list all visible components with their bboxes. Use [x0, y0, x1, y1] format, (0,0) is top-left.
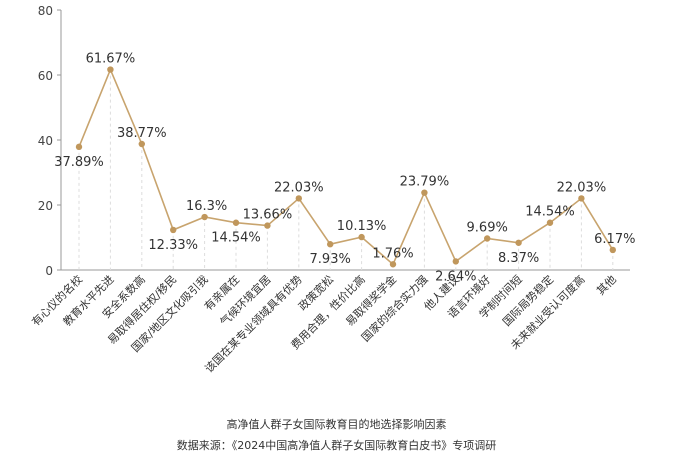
- data-point: [358, 233, 365, 241]
- data-point: [546, 219, 554, 226]
- data-point: [295, 195, 302, 202]
- data-point: [170, 226, 177, 234]
- data-point: [578, 195, 585, 202]
- data-label: 23.79%: [400, 175, 450, 190]
- data-label: 14.54%: [211, 231, 261, 246]
- data-point: [264, 222, 271, 229]
- data-point: [515, 239, 522, 246]
- data-point: [107, 66, 114, 73]
- data-label: 22.03%: [557, 180, 607, 195]
- data-point: [609, 246, 616, 254]
- data-point: [75, 143, 83, 151]
- data-label: 8.37%: [498, 251, 539, 266]
- data-point: [138, 140, 145, 148]
- y-tick-label: 40: [38, 134, 53, 148]
- data-point: [327, 241, 334, 248]
- chart-caption-source: 数据来源：《2024中国高净值人群子女国际教育白皮书》专项调研: [176, 439, 497, 452]
- data-label: 22.03%: [274, 180, 324, 195]
- data-point: [421, 189, 428, 196]
- data-label: 16.3%: [186, 199, 227, 214]
- data-label: 10.13%: [337, 219, 387, 234]
- y-tick-label: 0: [45, 264, 53, 278]
- data-label: 7.93%: [310, 252, 351, 267]
- data-point: [201, 213, 208, 221]
- category-label: 其他: [594, 273, 619, 298]
- y-tick-label: 20: [38, 199, 53, 213]
- data-points: [75, 66, 616, 268]
- series-line: [78, 67, 614, 266]
- data-label: 37.89%: [54, 155, 104, 170]
- data-label: 61.67%: [86, 52, 136, 67]
- data-label: 2.64%: [435, 269, 476, 284]
- data-label: 1.76%: [372, 246, 413, 261]
- data-label: 12.33%: [148, 238, 198, 253]
- series-polyline: [78, 67, 614, 266]
- data-point: [484, 235, 491, 242]
- data-label: 6.17%: [594, 232, 635, 247]
- y-tick-label: 80: [38, 4, 53, 18]
- data-point: [232, 219, 240, 226]
- data-point: [452, 258, 459, 265]
- data-label: 14.54%: [525, 205, 575, 220]
- y-tick-label: 60: [38, 69, 53, 83]
- data-label: 9.69%: [467, 221, 508, 236]
- data-label: 13.66%: [243, 208, 293, 223]
- data-labels: 37.89% 61.67% 38.77% 12.33% 16.3% 14.54% 13.66…: [54, 52, 635, 285]
- data-label: 38.77%: [117, 126, 167, 141]
- chart-caption-title: 高净值人群子女国际教育目的地选择影响因素: [226, 418, 447, 431]
- data-point: [389, 261, 397, 268]
- y-axis: 0 20 40 60 80: [38, 4, 62, 278]
- category-labels: 有心仪的名校教育水平先进安全系数高易取得居住权/移民国家/地区文化吸引我有亲属在…: [29, 272, 619, 375]
